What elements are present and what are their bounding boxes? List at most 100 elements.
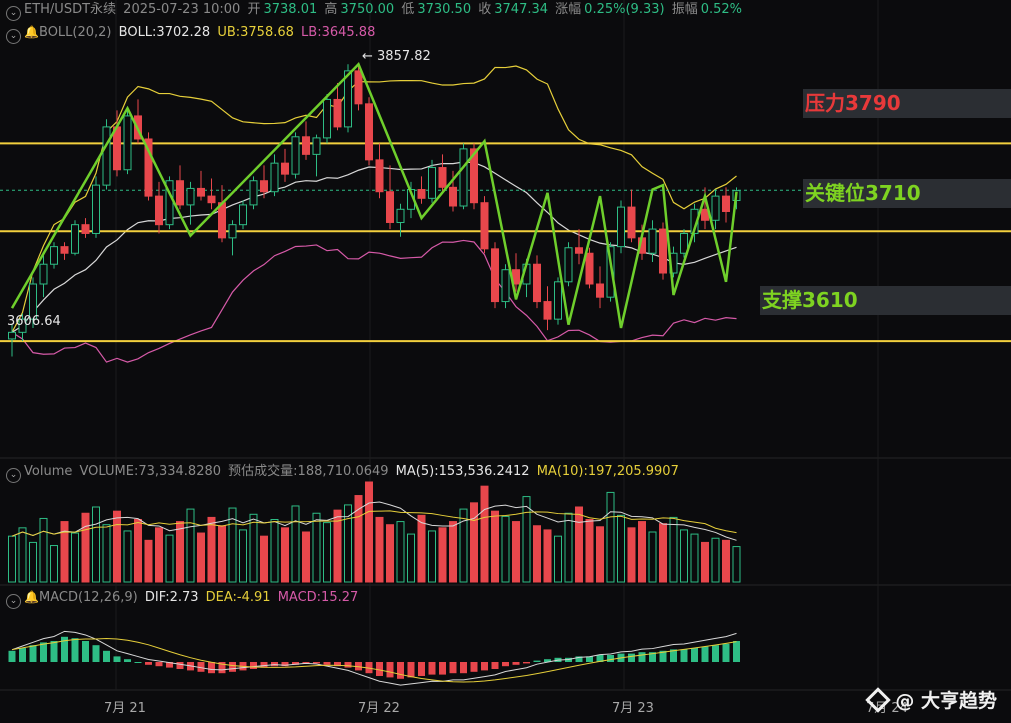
volume-bar — [249, 513, 258, 583]
collapse-icon[interactable]: ⌄ — [6, 29, 21, 44]
macd-bar — [596, 655, 604, 662]
macd-bar — [502, 662, 509, 667]
macd-bar — [355, 662, 362, 671]
low-price-marker: 3606.64 — [7, 314, 61, 329]
volume-bar — [375, 516, 384, 583]
volume-bar — [228, 507, 237, 583]
macd-bar — [271, 662, 278, 667]
macd-bar — [29, 645, 37, 662]
volume-bar — [344, 504, 352, 583]
volume-bar — [323, 522, 331, 583]
boll-mid-line — [11, 161, 737, 333]
volume-bar — [260, 535, 268, 583]
volume-bar — [81, 512, 90, 583]
macd-bar — [439, 662, 446, 675]
volume-bar — [417, 514, 426, 583]
macd-bar — [134, 662, 142, 663]
candle-body — [344, 70, 352, 128]
macd-bar — [607, 655, 614, 662]
candle-body — [396, 208, 405, 223]
candle-body — [291, 136, 300, 175]
volume-bar — [722, 539, 730, 583]
macd-bar — [386, 662, 394, 678]
candle-body — [176, 180, 184, 206]
volume-bar — [543, 529, 552, 583]
est-volume-value: 预估成交量:188,710.0649 — [228, 464, 389, 479]
macd-bar — [176, 662, 184, 669]
macd-bar — [638, 652, 646, 662]
macd-bar — [365, 662, 373, 674]
candle-body — [470, 148, 478, 204]
high-price-marker: ← 3857.82 — [362, 49, 431, 64]
macd-bar — [197, 662, 205, 672]
volume-bar — [113, 510, 121, 583]
candle-body — [312, 137, 321, 155]
symbol-label: ETH/USDT永续 — [24, 2, 117, 17]
candle-body — [123, 115, 132, 171]
support-level-label: 支撑3610 — [760, 286, 1011, 315]
macd-bar — [712, 645, 719, 662]
low-label: 低 — [401, 2, 415, 17]
volume-bar — [50, 545, 58, 583]
volume-bar — [711, 537, 720, 583]
candle-body — [102, 126, 111, 186]
candle-body — [197, 187, 205, 197]
macd-bar — [407, 662, 415, 678]
candle-body — [354, 70, 363, 105]
candle-body — [533, 263, 541, 303]
candle-body — [281, 162, 289, 175]
candle-body — [375, 159, 384, 193]
volume-bar — [155, 527, 163, 583]
candle-body — [428, 167, 436, 199]
volume-bar — [144, 539, 153, 583]
collapse-icon[interactable]: ⌄ — [6, 6, 21, 21]
macd-bar — [418, 662, 425, 676]
macd-bar — [701, 646, 709, 662]
macd-bar — [397, 662, 404, 679]
brand-logo-icon — [865, 687, 892, 713]
volume-bar — [480, 485, 489, 583]
volume-bar — [491, 510, 499, 583]
volume-header: ⌄ Volume VOLUME:73,334.8280 预估成交量:188,710… — [6, 463, 682, 483]
volume-bar — [123, 530, 132, 583]
boll-upper-value: UB:3758.68 — [217, 25, 294, 40]
candle-body — [501, 269, 510, 303]
macd-bar — [481, 662, 488, 671]
macd-value: MACD:15.27 — [277, 590, 359, 605]
volume-bar — [701, 541, 709, 583]
macd-bar — [145, 662, 152, 665]
volume-bar — [92, 506, 100, 583]
candle-body — [417, 189, 426, 199]
boll-upper-line — [11, 65, 737, 333]
candle-body — [228, 224, 237, 239]
macd-bar — [92, 645, 100, 662]
macd-bar — [218, 662, 226, 674]
volume-bar — [606, 491, 615, 583]
bell-icon[interactable]: 🔔 — [24, 25, 39, 39]
candle-body — [386, 191, 394, 223]
candle-body — [144, 138, 153, 197]
macd-bar — [460, 662, 467, 674]
volume-bar — [207, 516, 216, 583]
macd-bar — [71, 638, 79, 662]
bell-icon[interactable]: 🔔 — [24, 590, 39, 604]
volume-bar — [617, 514, 625, 583]
volume-bar — [438, 527, 447, 583]
collapse-icon[interactable]: ⌄ — [6, 468, 21, 483]
macd-bar — [281, 662, 289, 667]
macd-bar — [208, 662, 215, 674]
macd-bar — [449, 662, 457, 674]
collapse-icon[interactable]: ⌄ — [6, 594, 21, 609]
volume-bar — [449, 521, 457, 583]
ma10-value: MA(10):197,205.9907 — [536, 464, 679, 479]
macd-dif-line — [11, 630, 737, 686]
macd-bar — [250, 662, 257, 669]
candle-body — [60, 246, 69, 254]
macd-bar — [313, 662, 320, 664]
macd-bar — [229, 662, 236, 672]
volume-bar — [554, 535, 562, 583]
candle-body — [438, 167, 447, 188]
macd-bar — [323, 662, 331, 665]
